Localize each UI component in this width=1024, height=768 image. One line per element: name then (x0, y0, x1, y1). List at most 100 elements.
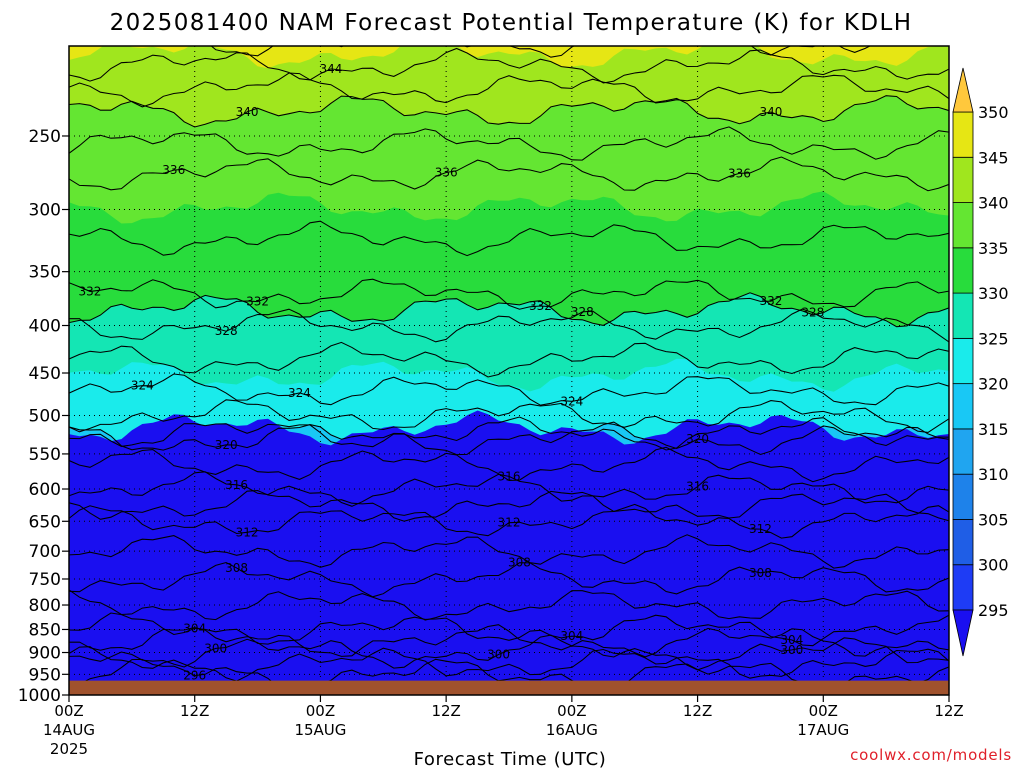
contour-label: 328 (215, 324, 238, 338)
contour-line-304 (69, 612, 949, 647)
grid-lines (69, 46, 949, 695)
contour-line-340 (69, 95, 949, 128)
y-tick-label: 600 (29, 480, 61, 500)
colorbar-label: 345 (978, 148, 1009, 167)
colorbar-swatch (952, 247, 974, 294)
contour-line-336 (69, 156, 949, 192)
contour-label: 336 (435, 165, 458, 179)
contour-line-302 (69, 624, 949, 658)
contour-label: 312 (498, 516, 521, 530)
contour-label: 336 (728, 166, 751, 180)
colorbar-swatch (952, 337, 974, 385)
colorbar-swatch (952, 473, 974, 520)
contour-line-344 (69, 47, 949, 84)
contour-line-332 (69, 278, 949, 310)
y-tick-label: 850 (29, 620, 61, 640)
contour-label: 316 (498, 469, 521, 483)
contour-label: 324 (560, 394, 583, 408)
colorbar-swatch (952, 202, 974, 249)
x-tick-label: 00Z (557, 702, 586, 720)
contour-label: 332 (78, 284, 101, 298)
colorbar-swatch (952, 292, 974, 339)
y-tick-label: 750 (29, 570, 61, 590)
contour-line-350 (69, 0, 949, 3)
colorbar-label: 305 (978, 510, 1009, 529)
colorbar-label: 320 (978, 375, 1009, 394)
y-tick-label: 700 (29, 542, 61, 562)
colorbar-swatch (952, 156, 974, 203)
contour-line-306 (69, 589, 949, 621)
contour-label: 308 (225, 561, 248, 575)
contour-label: 320 (686, 432, 709, 446)
colorbar-swatch (952, 564, 974, 611)
contour-label: 340 (759, 105, 782, 119)
contour-label: 300 (780, 643, 803, 657)
contour-label: 312 (749, 522, 772, 536)
contour-label: 328 (801, 306, 824, 320)
colorbar-label: 325 (978, 329, 1009, 348)
x-tick-date: 17AUG (797, 721, 849, 739)
contour-line-320 (69, 421, 949, 456)
band-below-295 (69, 410, 949, 695)
colorbar-label: 310 (978, 465, 1009, 484)
contour-line-308 (69, 561, 949, 598)
contour-label: 332 (529, 299, 552, 313)
colorbar-label: 295 (978, 601, 1009, 620)
ground-surface (69, 680, 949, 695)
contour-label: 344 (319, 62, 342, 76)
filled-contours (69, 46, 949, 695)
y-tick-label: 450 (29, 364, 61, 384)
colorbar-label: 350 (978, 103, 1009, 122)
contour-label: 324 (288, 386, 311, 400)
contour-line-328 (69, 308, 949, 343)
colorbar-label: 335 (978, 239, 1009, 258)
contour-labels: 332 324 336 304 296 300 320 328 316 340 308 312 332 3… (78, 62, 824, 683)
contour-line-300 (69, 634, 949, 671)
y-tick-label: 550 (29, 445, 61, 465)
contour-line-324 (69, 373, 949, 406)
contour-label: 296 (183, 669, 206, 683)
contour-label: 324 (131, 379, 154, 393)
chart-title: 2025081400 NAM Forecast Potential Temper… (110, 10, 913, 36)
colorbar-label: 315 (978, 420, 1009, 439)
y-tick-label: 500 (29, 406, 61, 426)
contour-line-322 (69, 399, 949, 433)
colorbar-bottom-arrow (952, 609, 974, 657)
colorbar-top-arrow (952, 67, 974, 113)
y-tick-label: 300 (29, 201, 61, 221)
colorbar-swatch (952, 519, 974, 566)
contour-label: 312 (236, 525, 259, 539)
contour-label: 304 (183, 621, 206, 635)
colorbar-swatch (952, 111, 974, 158)
x-tick-label: 12Z (934, 702, 963, 720)
colorbar-swatch (952, 383, 974, 430)
colorbar: 295 300 305 310 315 320 325 330 335 340 345 350 (952, 67, 1009, 657)
contour-line-326 (69, 341, 949, 378)
x-tick-label: 12Z (683, 702, 712, 720)
contour-line-316 (69, 471, 949, 507)
contour-label: 320 (215, 438, 238, 452)
y-tick-label: 250 (29, 127, 61, 147)
y-tick-label: 950 (29, 665, 61, 685)
contour-label: 328 (571, 305, 594, 319)
contour-label: 316 (225, 478, 248, 492)
y-tick-label: 650 (29, 512, 61, 532)
contour-line-312 (69, 503, 949, 539)
colorbar-label: 330 (978, 284, 1009, 303)
contour-label: 300 (487, 648, 510, 662)
x-tick-label: 00Z (54, 702, 83, 720)
y-tick-label: 400 (29, 317, 61, 337)
contour-label: 332 (246, 295, 269, 309)
x-axis-label: Forecast Time (UTC) (414, 749, 607, 768)
credit-link[interactable]: coolwx.com/models (850, 746, 1012, 764)
x-tick-date: 16AUG (546, 721, 598, 739)
x-tick-year: 2025 (50, 740, 88, 758)
contour-label: 340 (236, 105, 259, 119)
plot-area (69, 0, 949, 695)
contour-label: 304 (560, 629, 583, 643)
y-tick-label: 350 (29, 263, 61, 283)
contour-line-338 (69, 126, 949, 161)
x-tick-label: 12Z (180, 702, 209, 720)
